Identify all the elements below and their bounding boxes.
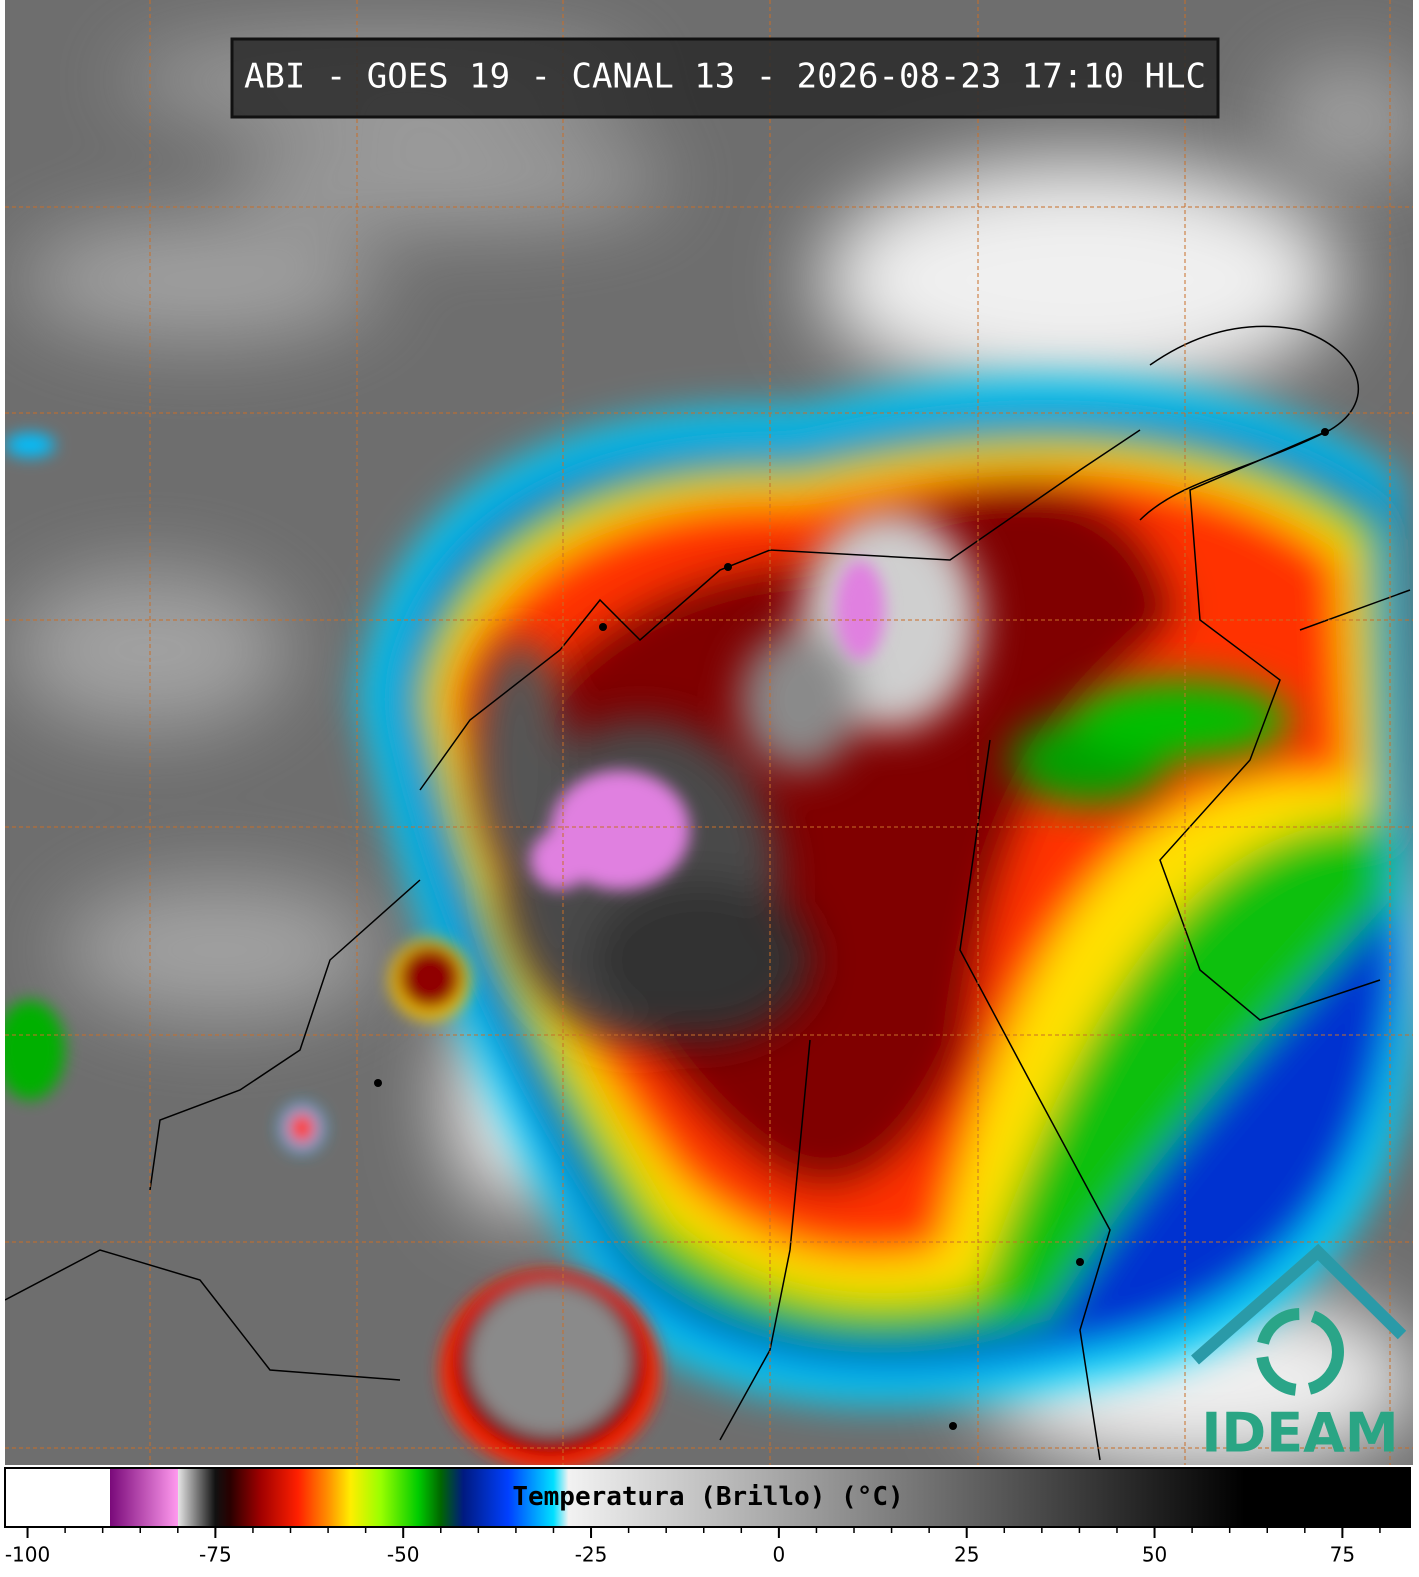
colorbar-fill: [4, 1467, 1411, 1528]
tick-label: 0: [773, 1543, 786, 1567]
logo-text: IDEAM: [1201, 1402, 1398, 1465]
satellite-image: [5, 0, 1413, 1465]
logo-swirl: [1256, 1308, 1344, 1396]
tick-label: -25: [575, 1543, 608, 1567]
title-box: [230, 37, 1220, 119]
tick-label: -50: [387, 1543, 420, 1567]
tick-label: -100: [5, 1543, 50, 1567]
tick-label: 50: [1142, 1543, 1167, 1567]
logo: IDEAM: [1191, 1243, 1407, 1465]
tick-label: 25: [954, 1543, 979, 1567]
logo-roof: [1191, 1243, 1407, 1365]
tick-label: -75: [199, 1543, 232, 1567]
colorbar-label: Temperatura (Brillo) (°C): [512, 1482, 903, 1512]
colorbar: Temperatura (Brillo) (°C) -100 -75 -50 -25 0 2…: [4, 1467, 1411, 1567]
title: ABI - GOES 19 - CANAL 13 - 2026-08-23 17…: [244, 57, 1206, 97]
tick-label: 75: [1330, 1543, 1355, 1567]
